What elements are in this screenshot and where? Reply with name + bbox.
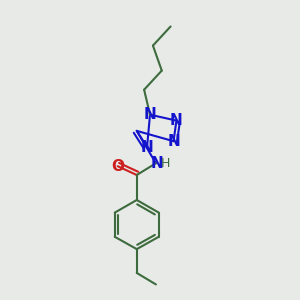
Text: O: O	[111, 159, 124, 174]
Text: H: H	[160, 157, 170, 170]
Text: N: N	[151, 156, 164, 171]
Text: N: N	[141, 140, 153, 154]
Text: N: N	[167, 134, 180, 149]
Text: N: N	[144, 107, 156, 122]
Text: N: N	[170, 113, 183, 128]
